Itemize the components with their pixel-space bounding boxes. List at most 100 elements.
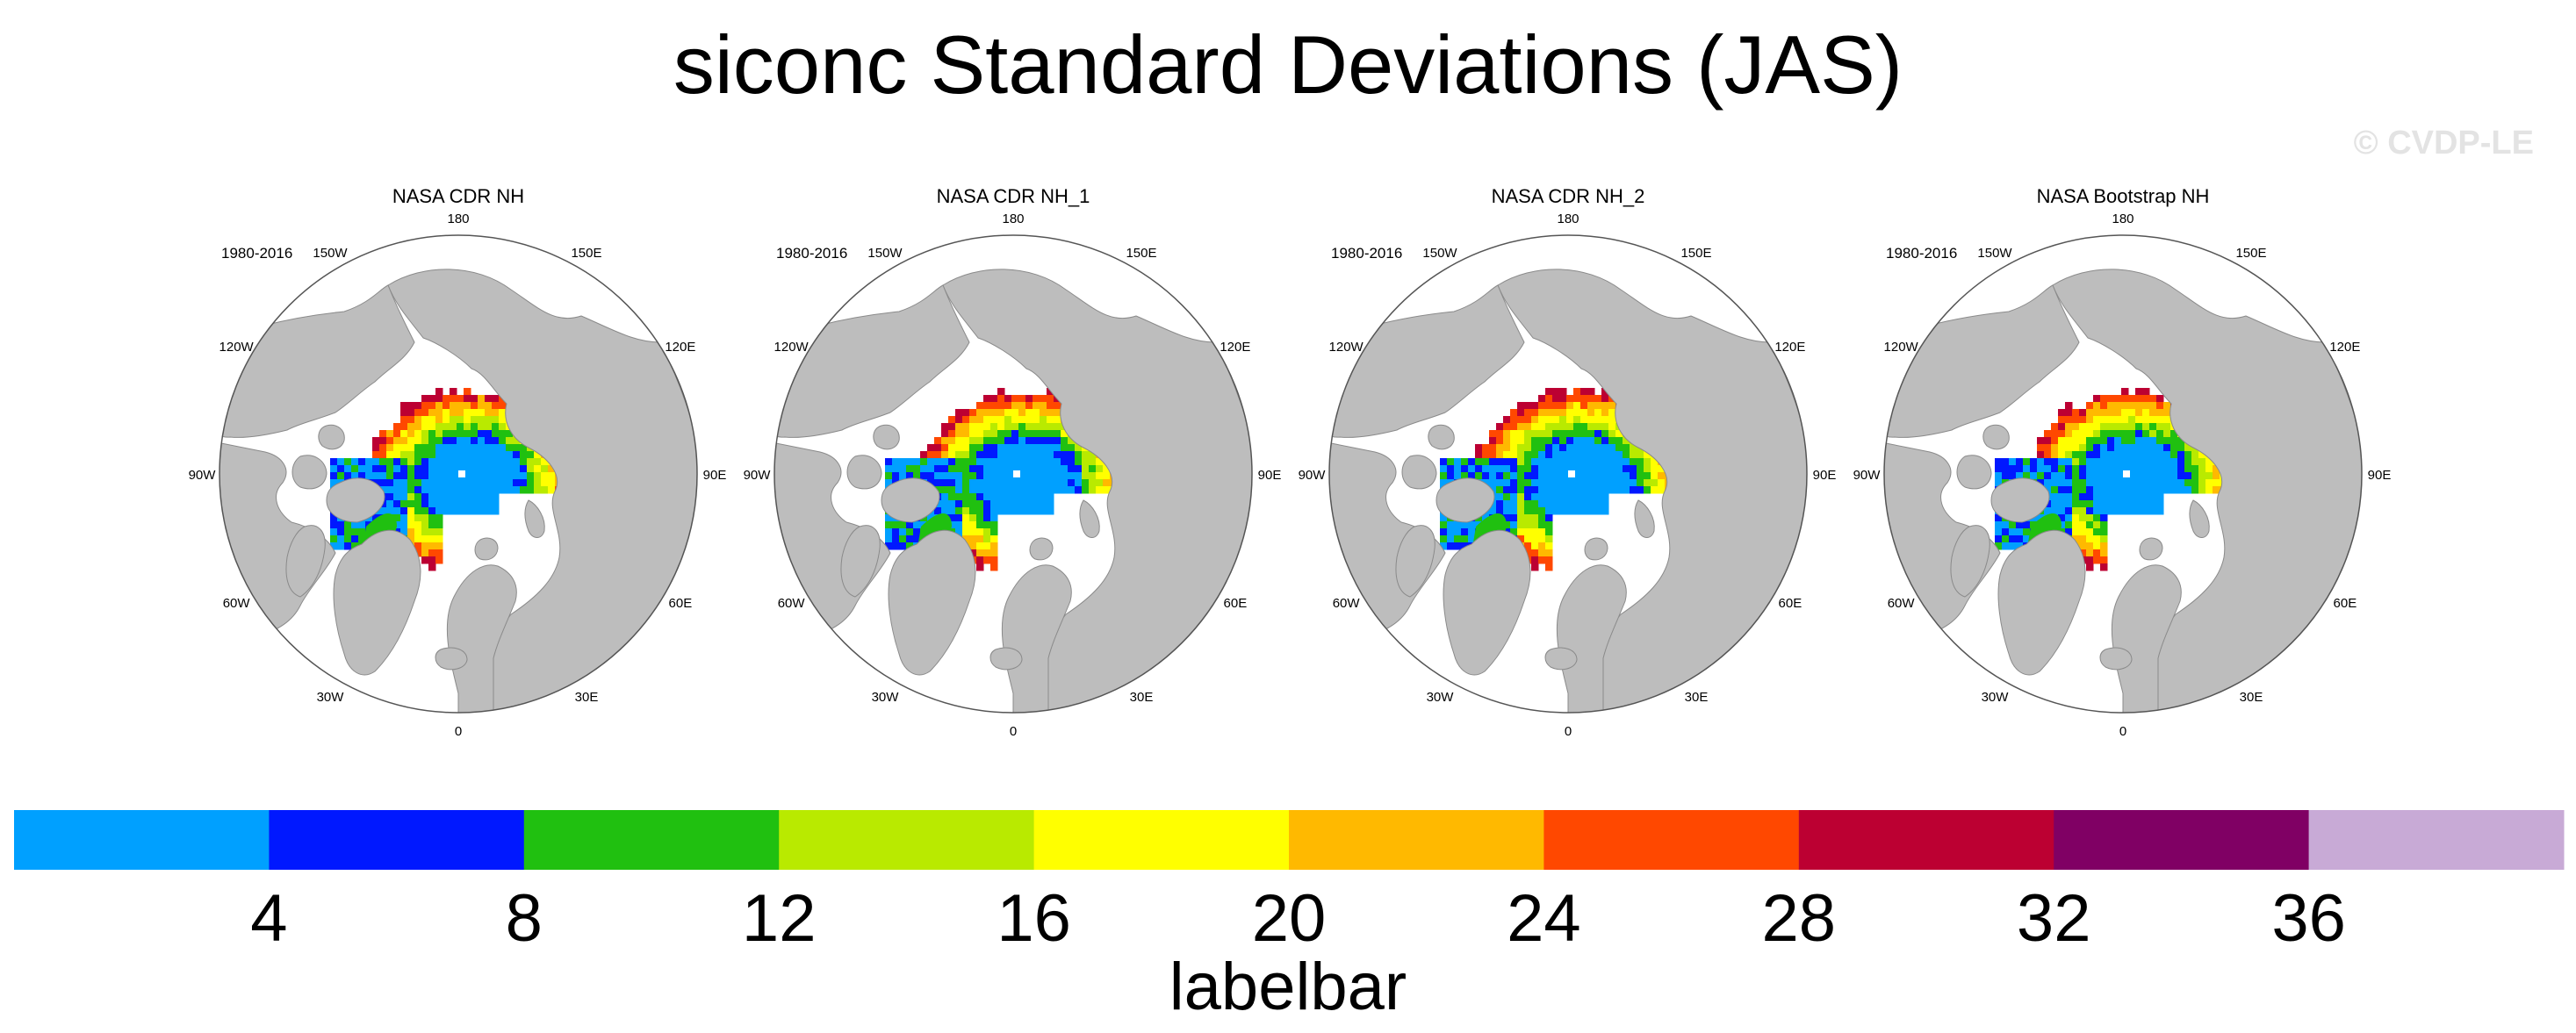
ice-cell — [1468, 535, 1476, 543]
ice-cell — [527, 465, 535, 473]
ice-cell — [499, 409, 507, 417]
ice-cell — [2142, 451, 2150, 459]
ice-cell — [1496, 444, 1504, 452]
ice-cell — [2079, 500, 2087, 508]
ice-cell — [1651, 465, 1659, 473]
ice-cell — [492, 500, 500, 508]
ice-cell — [1040, 465, 1047, 473]
ice-cell — [969, 479, 977, 487]
ice-cell — [478, 402, 486, 410]
ice-cell — [365, 472, 373, 480]
ice-cell — [1630, 444, 1637, 452]
ice-cell — [1440, 465, 1448, 473]
ice-cell — [1047, 437, 1054, 445]
ice-cell — [485, 416, 493, 424]
ice-cell — [990, 409, 998, 417]
ice-cell — [400, 500, 408, 508]
ice-cell — [1061, 458, 1069, 466]
ice-cell — [899, 535, 907, 543]
ice-cell — [471, 465, 479, 473]
ice-cell — [1552, 493, 1560, 501]
ice-cell — [372, 514, 380, 522]
ice-cell — [1054, 437, 1061, 445]
ice-cell — [948, 451, 956, 459]
ice-cell — [2065, 423, 2073, 431]
ice-cell — [892, 535, 900, 543]
ice-cell — [421, 472, 429, 480]
ice-cell — [997, 472, 1005, 480]
ice-cell — [428, 402, 436, 410]
ice-cell — [2128, 507, 2136, 515]
ice-cell — [2149, 430, 2157, 438]
ice-cell — [906, 472, 914, 480]
pole-hole — [2123, 470, 2130, 477]
ice-cell — [1517, 493, 1525, 501]
ice-cell — [1545, 444, 1553, 452]
ice-cell — [2170, 486, 2178, 494]
ice-cell — [955, 465, 963, 473]
ice-cell — [1531, 402, 1539, 410]
ice-cell — [969, 465, 977, 473]
labelbar-tick-label: 20 — [1252, 881, 1327, 956]
ice-cell — [997, 388, 1005, 396]
ice-cell — [2044, 507, 2052, 515]
ice-cell — [941, 444, 949, 452]
ice-cell — [2086, 444, 2094, 452]
ice-cell — [1587, 416, 1595, 424]
ice-cell — [421, 549, 429, 557]
ice-cell — [1524, 500, 1532, 508]
ice-cell — [499, 486, 507, 494]
ice-cell — [435, 528, 443, 536]
ice-cell — [2044, 444, 2052, 452]
ice-cell — [478, 416, 486, 424]
ice-cell — [1615, 486, 1623, 494]
ice-cell — [1566, 409, 1574, 417]
ice-cell — [471, 451, 479, 459]
ice-cell — [457, 416, 464, 424]
ice-cell — [1531, 514, 1539, 522]
ice-cell — [1538, 423, 1546, 431]
lon-label: 120W — [1329, 340, 1364, 355]
ice-cell — [492, 493, 500, 501]
ice-cell — [2065, 521, 2073, 529]
ice-cell — [2002, 472, 2010, 480]
ice-cell — [2205, 472, 2213, 480]
ice-cell — [421, 395, 429, 403]
ice-cell — [1531, 535, 1539, 543]
lon-label: 30E — [575, 690, 599, 705]
map-panel: NASA CDR NH_21980-2016180150E120E90E60E3… — [1299, 185, 1837, 739]
ice-cell — [997, 416, 1005, 424]
ice-cell — [2107, 409, 2115, 417]
ice-cell — [990, 507, 998, 515]
ice-cell — [2198, 479, 2206, 487]
ice-cell — [2058, 451, 2066, 459]
ice-cell — [2002, 535, 2010, 543]
ice-cell — [927, 465, 935, 473]
ice-cell — [1503, 465, 1511, 473]
ice-cell — [2058, 514, 2066, 522]
ice-cell — [1018, 444, 1026, 452]
ice-cell — [435, 388, 443, 396]
ice-cell — [344, 472, 352, 480]
ice-cell — [990, 486, 998, 494]
labelbar-title: labelbar — [1169, 950, 1407, 1024]
ice-cell — [2128, 493, 2136, 501]
ice-cell — [1089, 451, 1097, 459]
ice-cell — [1503, 479, 1511, 487]
ice-cell — [2114, 437, 2122, 445]
ice-cell — [2198, 472, 2206, 480]
ice-cell — [1531, 486, 1539, 494]
ice-cell — [2086, 423, 2094, 431]
ice-cell — [2107, 430, 2115, 438]
ice-cell — [1061, 430, 1069, 438]
ice-cell — [1447, 521, 1455, 529]
labelbar-swatch — [779, 810, 1035, 870]
ice-cell — [1054, 416, 1061, 424]
ice-cell — [990, 535, 998, 543]
ice-cell — [358, 535, 366, 543]
ice-cell — [2156, 500, 2164, 508]
ice-cell — [2149, 493, 2157, 501]
ice-cell — [1545, 493, 1553, 501]
ice-cell — [1615, 458, 1623, 466]
ice-cell — [428, 549, 436, 557]
